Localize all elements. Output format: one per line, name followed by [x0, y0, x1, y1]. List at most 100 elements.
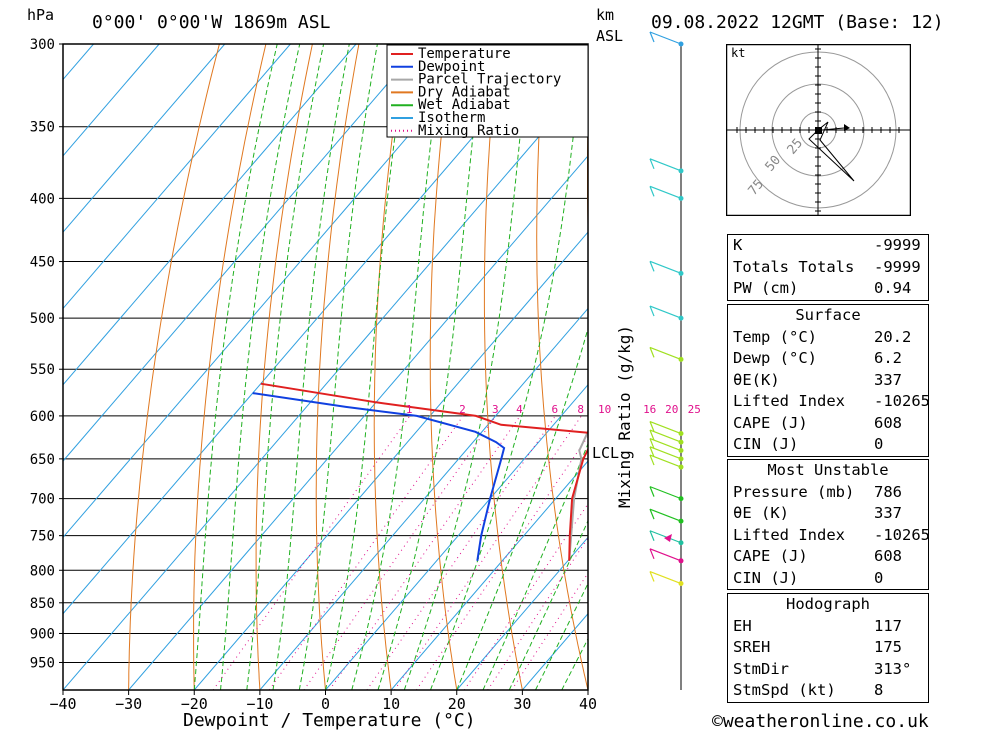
pressure-tick-label: 950: [30, 655, 55, 671]
pressure-tick-label: 700: [30, 492, 55, 508]
pressure-tick-label: 850: [30, 596, 55, 612]
dry-adiabat-line: [536, 44, 588, 690]
wind-barb-feather: [649, 571, 655, 582]
dry-adiabat-line: [128, 44, 220, 690]
wind-barb: [649, 158, 682, 172]
mixing-ratio-label: 25: [688, 403, 701, 416]
wind-barb-feather: [649, 421, 655, 432]
index-value: 8: [874, 681, 884, 699]
wind-level-marker: [678, 448, 684, 454]
hodograph-plot: 25 50 75 kt: [726, 44, 911, 216]
asl-unit-label: ASL: [596, 27, 624, 45]
mixing-ratio-label: 8: [577, 403, 584, 416]
wind-barb: [649, 31, 682, 45]
pressure-tick-label: 500: [30, 311, 55, 327]
wind-level-marker: [678, 356, 684, 362]
wind-barb-feather: [649, 158, 655, 170]
legend-entry: Dry Adiabat: [418, 84, 511, 100]
hpa-unit-label: hPa: [27, 6, 55, 24]
isotherm-line: [63, 44, 226, 233]
x-axis-label: Dewpoint / Temperature (°C): [183, 710, 476, 731]
index-label: CAPE (J): [733, 413, 808, 432]
mixing-ratio-line: [303, 415, 497, 690]
dry-adiabat-line: [483, 44, 523, 690]
mixing-ratio-label: 16: [643, 403, 656, 416]
pressure-tick-label: 900: [30, 626, 55, 642]
wet-adiabat-line: [298, 44, 378, 690]
wind-barb: [649, 185, 682, 199]
hodograph-origin-marker: [815, 127, 822, 134]
isotherm-line: [63, 44, 423, 462]
isotherm-line: [63, 44, 291, 310]
wet-adiabat-line: [482, 442, 588, 690]
indices-hodograph: Hodograph EH 117 SREH 175 StmDir 313° StmSp…: [727, 593, 929, 703]
index-row: Totals Totals -9999: [728, 257, 928, 279]
indices-general: K -9999 Totals Totals -9999 PW (cm) 0.94: [727, 234, 929, 301]
section-title: Hodograph: [728, 594, 928, 616]
index-row: CAPE (J) 608: [728, 546, 928, 568]
index-label: θE(K): [733, 370, 780, 389]
index-value: 20.2: [874, 327, 912, 346]
temperature-tick-label: −40: [49, 695, 76, 713]
wind-level-marker: [678, 431, 684, 437]
wind-level-marker: [678, 496, 684, 502]
index-label: Pressure (mb): [733, 482, 855, 501]
pressure-tick-label: 600: [30, 409, 55, 425]
isotherm-line: [128, 155, 588, 690]
index-row: StmSpd (kt) 8: [728, 680, 928, 702]
hodograph-title: Hodograph: [786, 595, 870, 613]
index-value: 786: [874, 482, 902, 501]
dry-adiabat-line: [637, 44, 720, 690]
index-label: K: [733, 236, 743, 254]
mixing-ratio-label: 20: [665, 403, 678, 416]
wind-level-marker: [678, 464, 684, 470]
index-row: Temp (°C) 20.2: [728, 327, 928, 349]
legend-entry: Dewpoint: [418, 59, 485, 75]
index-row: CIN (J) 0: [728, 434, 928, 456]
isotherm-line: [456, 536, 588, 690]
dry-adiabat-line: [429, 44, 458, 690]
location-title: 0°00' 0°00'W 1869m ASL: [92, 12, 331, 33]
temperature-tick-label: −30: [115, 695, 142, 713]
wind-barb: [649, 420, 682, 435]
isotherm-line: [63, 44, 357, 386]
pressure-tick-label: 300: [30, 37, 55, 53]
wet-adiabat-line: [403, 44, 531, 690]
dry-adiabat-line: [315, 44, 360, 690]
wind-barb: [649, 437, 682, 452]
index-row: EH 117: [728, 616, 928, 638]
mixing-ratio-label: 1: [406, 403, 413, 416]
index-value: 0: [874, 435, 884, 453]
index-value: -10265: [874, 525, 930, 544]
index-value: -10265: [874, 392, 930, 410]
index-label: Temp (°C): [733, 327, 817, 346]
wind-level-marker: [678, 581, 684, 587]
wet-adiabat-line: [325, 44, 409, 690]
dry-adiabat-line: [255, 44, 313, 690]
index-value: 6.2: [874, 349, 902, 367]
mixing-ratio-line: [212, 415, 411, 690]
temperature-tick-label: −20: [181, 695, 208, 713]
isotherm-line: [63, 44, 160, 157]
mixing-ratio-label: 6: [551, 403, 558, 416]
dry-adiabat-line: [964, 44, 1000, 690]
dry-adiabat-line: [917, 44, 1000, 690]
copyright-link[interactable]: ©weatheronline.co.uk: [712, 711, 929, 732]
wind-barb-feather: [649, 508, 655, 520]
wind-barb-feather: [649, 446, 655, 458]
wind-barb-feather: [649, 454, 655, 466]
index-row: Pressure (mb) 786: [728, 482, 928, 504]
wet-adiabat-line: [508, 519, 588, 690]
isotherm-line: [0, 44, 28, 690]
wind-barb-feather: [649, 486, 655, 497]
km-unit-label: km: [596, 6, 615, 24]
index-value: -9999: [874, 236, 921, 254]
wind-barb-feather: [649, 548, 655, 560]
temperature-tick-label: 10: [382, 695, 400, 713]
wet-adiabat-line: [272, 44, 350, 690]
legend-box: [386, 44, 589, 138]
isotherm-line: [193, 231, 588, 690]
mixing-ratio-line: [329, 415, 521, 690]
wind-barb-feather: [649, 261, 655, 272]
wind-barb: [649, 346, 682, 360]
